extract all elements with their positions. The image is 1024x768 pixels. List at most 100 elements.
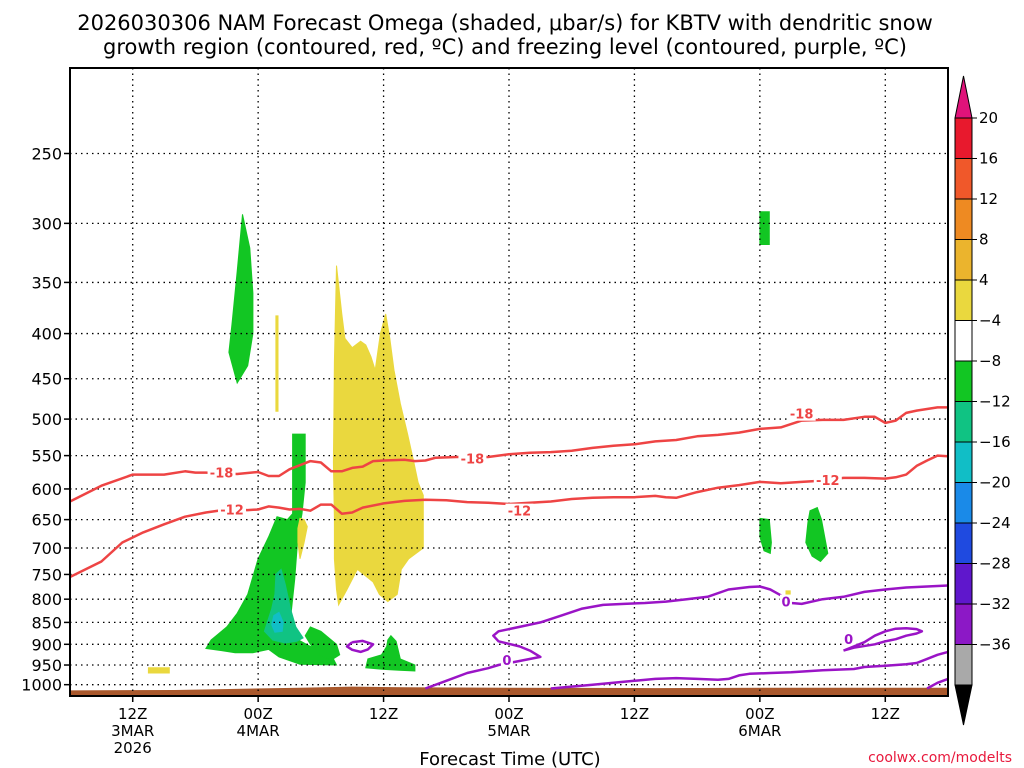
colorbar-bottom-arrow [954,684,973,726]
colorbar-label-10: −24 [979,514,1011,532]
colorbar-label-7: −12 [979,393,1011,411]
contour-label-0-1: -18 [461,452,485,467]
contour-label-bg-0-1 [458,451,487,466]
contour-line-4 [843,626,924,652]
y-axis: 250 300 350 400 450 500 550 600 650 700 750 800 850 9… [21,144,70,695]
x-tick-label-h66-1: 00Z [745,705,774,723]
y-tick-label-550: 550 [31,447,62,466]
contour-label-bg-1-0 [218,502,247,517]
colorbar-label-3: 8 [979,231,989,249]
y-tick-label-900: 900 [31,635,62,654]
y-tick-label-500: 500 [31,410,62,429]
x-tick-label-h78-1: 12Z [871,705,900,723]
colorbar-label-13: −36 [979,636,1011,654]
y-tick-label-800: 800 [31,590,62,609]
omega-region-3 [205,433,338,666]
colorbar-swatch-8 [954,441,973,483]
colorbar-label-11: −28 [979,555,1011,573]
chart-title-line1: 2026030306 NAM Forecast Omega (shaded, μ… [77,11,933,35]
contour-label-2-2: 0 [844,633,853,648]
omega-region-5 [271,611,284,633]
colorbar-label-5: −4 [979,312,1001,330]
terrain-fill [70,686,948,696]
colorbar-top-arrow [954,75,973,119]
colorbar-swatch-1 [954,158,973,200]
colorbar-label-12: −32 [979,595,1011,613]
contour-label-1-0: -12 [220,503,244,518]
colorbar-label-8: −16 [979,433,1011,451]
y-tick-label-650: 650 [31,511,62,530]
colorbar-swatch-4 [954,279,973,321]
colorbar-label-1: 16 [979,150,998,168]
y-tick-label-750: 750 [31,565,62,584]
y-tick-label-700: 700 [31,539,62,558]
x-tick-label-h6-3: 2026 [114,739,152,757]
contour-layer: -18 -18 -18 -12 -12 -12 0 0 0 [69,406,949,690]
terrain-layer [70,686,948,696]
colorbar-swatch-7 [954,401,973,443]
colorbar-swatch-13 [954,644,973,686]
contour-line-5 [550,650,949,690]
contour-label-bg-0-0 [207,465,236,480]
y-tick-label-400: 400 [31,325,62,344]
contour-label-0-2: -18 [790,408,814,423]
y-tick-label-300: 300 [31,214,62,233]
colorbar-swatch-11 [954,563,973,605]
colorbar-swatch-0 [954,117,973,159]
contour-line-0 [69,406,948,503]
y-tick-label-350: 350 [31,273,62,292]
x-tick-label-h42-1: 00Z [494,705,523,723]
colorbar: 20 16 12 8 4 −4 −8 −12 −16 −20 −24 −28 −32 −36 [954,75,1011,726]
contour-label-bg-2-1 [779,594,792,609]
x-tick-label-h18-2: 4MAR [237,722,280,740]
x-tick-label-h66-2: 6MAR [738,722,781,740]
y-tick-label-850: 850 [31,613,62,632]
omega-region-10 [759,211,770,245]
omega-region-6 [297,517,308,559]
colorbar-label-6: −8 [979,352,1001,370]
omega-shading-layer [147,211,829,674]
x-tick-label-h18-1: 00Z [243,705,272,723]
y-tick-label-1000: 1000 [21,676,62,695]
omega-region-1 [228,214,254,385]
contour-label-2-1: 0 [781,596,790,611]
omega-region-7 [304,626,341,661]
colorbar-swatch-5 [954,320,973,362]
y-tick-label-600: 600 [31,480,62,499]
omega-region-0 [147,667,170,674]
x-tick-label-h30-1: 12Z [369,705,398,723]
contour-line-6 [926,677,949,690]
contour-label-0-0: -18 [210,467,234,482]
colorbar-label-4: 4 [979,271,989,289]
colorbar-swatch-6 [954,360,973,402]
plot-area: -18 -18 -18 -12 -12 -12 0 0 0 [69,67,949,697]
x-tick-label-h6-2: 3MAR [111,722,154,740]
colorbar-swatch-10 [954,522,973,564]
x-axis-label: Forecast Time (UTC) [419,749,600,768]
contour-label-bg-1-2 [813,472,842,487]
contour-label-bg-1-1 [505,503,534,518]
omega-region-13 [785,590,791,595]
chart-title-line2: growth region (contoured, red, ºC) and f… [103,35,907,59]
x-tick-label-h6-1: 12Z [118,705,147,723]
contour-line-2 [424,584,949,690]
x-tick-label-h54-1: 12Z [620,705,649,723]
omega-region-2 [275,315,279,412]
omega-region-9 [365,634,416,672]
colorbar-swatch-12 [954,603,973,645]
x-tick-label-h42-2: 5MAR [487,722,530,740]
contour-label-bg-0-2 [787,406,816,421]
colorbar-label-0: 20 [979,109,998,127]
contour-label-2-0: 0 [502,654,511,669]
omega-region-12 [805,506,829,563]
contour-label-bg-2-0 [500,653,513,668]
y-tick-label-450: 450 [31,370,62,389]
contour-line-3 [345,639,375,654]
contour-label-1-1: -12 [508,505,532,520]
colorbar-swatch-2 [954,198,973,240]
colorbar-swatch-3 [954,239,973,281]
y-tick-label-950: 950 [31,656,62,675]
credit-text: coolwx.com/modelts [868,750,1012,766]
